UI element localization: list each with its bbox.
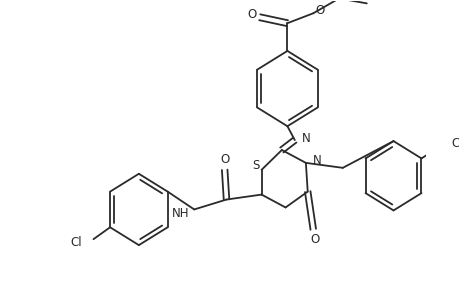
Text: N: N <box>313 154 321 167</box>
Text: Cl: Cl <box>450 137 459 150</box>
Text: O: O <box>247 8 257 21</box>
Text: Cl: Cl <box>71 236 82 249</box>
Text: O: O <box>310 233 319 246</box>
Text: O: O <box>219 153 229 167</box>
Text: N: N <box>302 132 310 145</box>
Text: S: S <box>252 159 259 172</box>
Text: O: O <box>314 4 324 17</box>
Text: NH: NH <box>172 207 189 220</box>
